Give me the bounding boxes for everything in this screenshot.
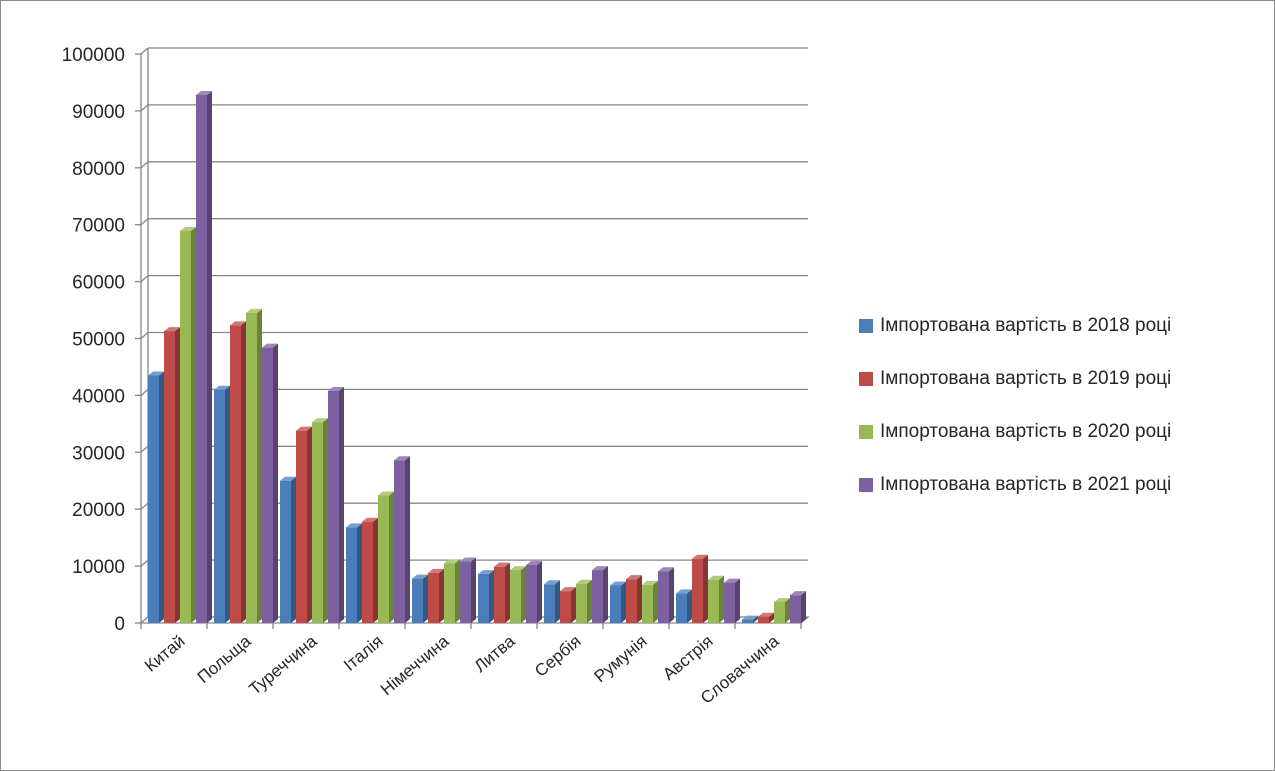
x-tick-label: Італія: [340, 632, 386, 675]
legend-label: Імпортована вартість в 2018 році: [880, 315, 1172, 336]
bar: [394, 456, 410, 623]
legend-label: Імпортована вартість в 2020 році: [880, 421, 1172, 442]
gridline-depth: [140, 388, 149, 396]
bar: [592, 566, 608, 623]
bar: [790, 591, 806, 623]
bar: [444, 559, 460, 623]
bar: [262, 343, 278, 623]
bar: [708, 575, 724, 623]
bar: [494, 562, 510, 623]
legend-label: Імпортована вартість в 2019 році: [880, 368, 1172, 389]
bar: [246, 308, 262, 623]
bar: [180, 226, 196, 624]
bar: [312, 418, 328, 623]
y-tick-label: 70000: [72, 216, 125, 237]
bars: [148, 90, 806, 624]
bar: [510, 566, 526, 623]
legend-item: Імпортована вартість в 2018 році: [859, 313, 1171, 339]
legend-swatch: [859, 478, 873, 492]
gridline-depth: [140, 332, 149, 339]
bar: [758, 612, 774, 623]
bar: [346, 523, 362, 623]
gridline-depth: [140, 445, 149, 453]
gridline-depth: [140, 218, 149, 226]
bar: [560, 587, 576, 623]
y-tick-label: 0: [114, 614, 125, 635]
y-tick-label: 30000: [72, 443, 125, 464]
bar: [196, 90, 212, 623]
y-tick-label: 90000: [72, 102, 125, 123]
x-tick-label: Сербія: [531, 632, 585, 681]
y-tick-label: 80000: [72, 159, 125, 180]
gridline-depth: [140, 47, 149, 55]
gridline-depth: [140, 275, 149, 283]
bar: [642, 580, 658, 623]
gridlines: [135, 47, 808, 624]
y-tick-label: 50000: [72, 330, 125, 351]
bar: [576, 579, 592, 623]
bar: [378, 491, 394, 623]
x-tick-label: Польща: [194, 631, 255, 687]
bar: [148, 371, 164, 623]
x-tick-label: Литва: [471, 631, 519, 676]
legend: Імпортована вартість в 2018 році Імпортов…: [859, 313, 1171, 498]
bar: [280, 476, 296, 623]
legend-item: Імпортована вартість в 2021 році: [859, 472, 1171, 498]
bar: [296, 426, 312, 623]
y-tick-label: 10000: [72, 557, 125, 578]
bar: [676, 589, 692, 623]
y-tick-label: 40000: [72, 386, 125, 407]
bar: [774, 597, 790, 623]
bar: [526, 560, 542, 623]
bar: [362, 517, 378, 623]
y-tick-label: 60000: [72, 273, 125, 294]
bar: [328, 386, 344, 623]
bar: [214, 385, 230, 623]
bar: [658, 567, 674, 623]
legend-swatch: [859, 425, 873, 439]
x-tick-label: Туреччина: [245, 631, 321, 699]
x-tick-label: Німеччина: [377, 631, 453, 699]
bar: [692, 554, 708, 623]
y-axis-ticks: 0 10000 20000 30000 40000 50000 60000 70000 8000…: [62, 45, 125, 635]
gridline-depth: [140, 559, 149, 567]
gridline-depth: [140, 502, 149, 510]
bar: [610, 581, 626, 623]
bar: [412, 574, 428, 623]
bar: [724, 578, 740, 623]
bar: [742, 615, 758, 623]
legend-item: Імпортована вартість в 2020 році: [859, 419, 1171, 445]
x-tick-label: Австрія: [659, 632, 716, 684]
bar: [626, 575, 642, 623]
legend-swatch: [859, 319, 873, 333]
bar: [460, 557, 476, 623]
gridline-depth: [140, 161, 149, 169]
legend-item: Імпортована вартість в 2019 році: [859, 366, 1171, 392]
legend-swatch: [859, 372, 873, 386]
bar: [230, 321, 246, 623]
bar: [428, 568, 444, 623]
x-tick-label: Румунія: [591, 632, 651, 687]
y-tick-label: 20000: [72, 500, 125, 521]
y-tick-label: 100000: [62, 45, 125, 66]
gridline-depth: [140, 104, 149, 112]
bar: [164, 327, 180, 623]
legend-label: Імпортована вартість в 2021 році: [880, 474, 1172, 495]
bar: [478, 570, 494, 623]
x-tick-label: Китай: [141, 632, 188, 676]
bar: [544, 580, 560, 623]
